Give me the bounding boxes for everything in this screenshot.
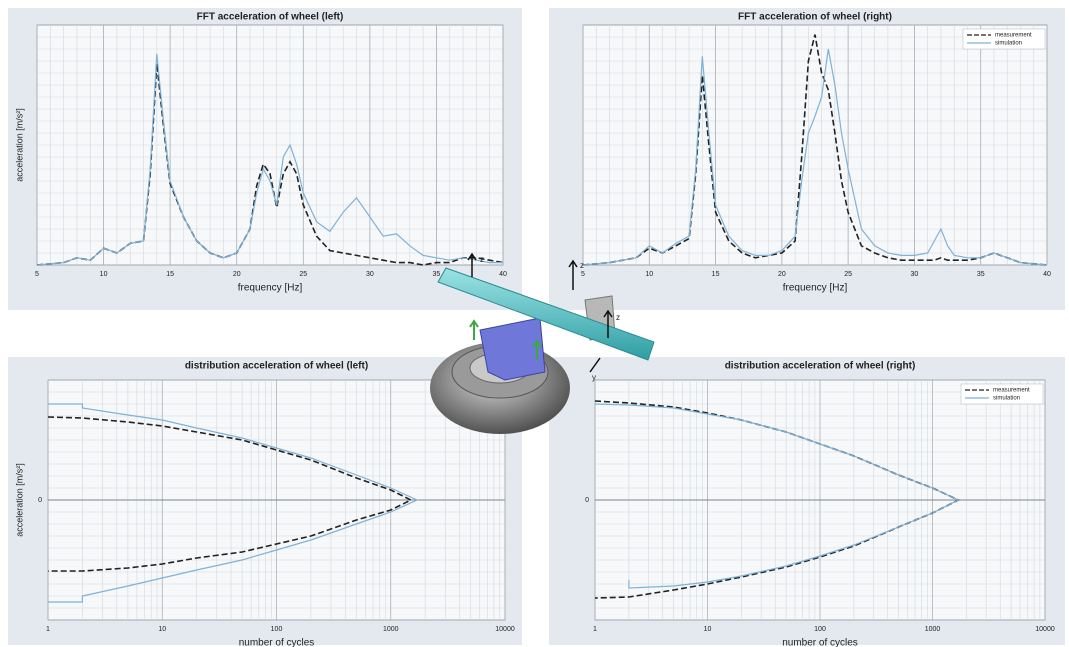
x-tick-label: 10: [158, 626, 166, 633]
suspension-illustration: z z z y: [430, 252, 655, 434]
y-axis-label: acceleration [m/s²]: [14, 463, 24, 537]
y-tick-label: 0: [38, 497, 42, 504]
x-tick-label: 40: [499, 271, 507, 278]
axis-label: y: [592, 373, 596, 382]
bracket: [479, 317, 546, 381]
chart-title: FFT acceleration of wheel (right): [738, 12, 892, 23]
x-tick-label: 25: [299, 271, 307, 278]
x-tick-label: 5: [35, 271, 39, 278]
legend-label: simulation: [995, 41, 1022, 47]
y-axis-label: acceleration [m/s²]: [14, 108, 24, 182]
x-axis-label: frequency [Hz]: [783, 283, 848, 294]
x-tick-label: 1000: [925, 626, 941, 633]
series-line: [48, 403, 419, 603]
x-axis-label: frequency [Hz]: [238, 283, 303, 294]
axis-label: z: [616, 313, 620, 322]
x-tick-label: 35: [433, 271, 441, 278]
x-tick-label: 1000: [383, 626, 399, 633]
legend-box: [960, 383, 1044, 405]
y-tick-label: 0: [585, 497, 589, 504]
series-line: [36, 53, 503, 266]
legend-label: simulation: [993, 396, 1020, 402]
x-tick-label: 10: [645, 271, 653, 278]
x-tick-label: 40: [1043, 271, 1051, 278]
x-tick-label: 20: [233, 271, 241, 278]
x-tick-label: 100: [271, 626, 283, 633]
series-line: [582, 48, 1048, 266]
x-tick-label: 10: [100, 271, 108, 278]
legend-label: measurement: [993, 388, 1030, 394]
x-axis-label: number of cycles: [239, 638, 315, 647]
axis-label: z: [480, 255, 484, 264]
measuring-arrows: [469, 319, 542, 360]
x-tick-label: 35: [977, 271, 985, 278]
x-tick-label: 5: [581, 271, 585, 278]
legend-box: [962, 28, 1046, 50]
chart-panel: 5 10 15 20 25 30 35 40 FFT acceleration of wheel…: [549, 8, 1065, 310]
chart-panel: 1 10 100 1000 10000 0 distribution acceleratio…: [8, 357, 522, 647]
chart-title: distribution acceleration of wheel (righ…: [725, 361, 916, 372]
axis-label: z: [580, 261, 584, 270]
x-tick-label: 30: [911, 271, 919, 278]
series-line: [594, 403, 960, 589]
x-tick-label: 10000: [495, 626, 515, 633]
axis-arrows: [467, 252, 613, 373]
x-tick-label: 100: [814, 626, 826, 633]
chart-panel: 1 10 100 1000 10000 0 distribution acceleratio…: [549, 357, 1065, 647]
legend-label: measurement: [995, 33, 1032, 39]
x-axis-label: number of cycles: [782, 638, 858, 647]
x-tick-label: 1: [46, 626, 50, 633]
x-tick-label: 30: [366, 271, 374, 278]
x-tick-label: 1: [593, 626, 597, 633]
series-line: [47, 416, 413, 572]
x-tick-label: 25: [844, 271, 852, 278]
beam: [437, 267, 655, 361]
x-tick-label: 10: [704, 626, 712, 633]
chart-title: distribution acceleration of wheel (left…: [185, 361, 368, 372]
x-tick-label: 15: [712, 271, 720, 278]
chart-panel: 5 10 15 20 25 30 35 40 FFT acceleration of wheel…: [8, 8, 522, 310]
x-tick-label: 10000: [1035, 626, 1055, 633]
chart-title: FFT acceleration of wheel (left): [197, 12, 344, 23]
x-tick-label: 20: [778, 271, 786, 278]
x-tick-label: 15: [166, 271, 174, 278]
